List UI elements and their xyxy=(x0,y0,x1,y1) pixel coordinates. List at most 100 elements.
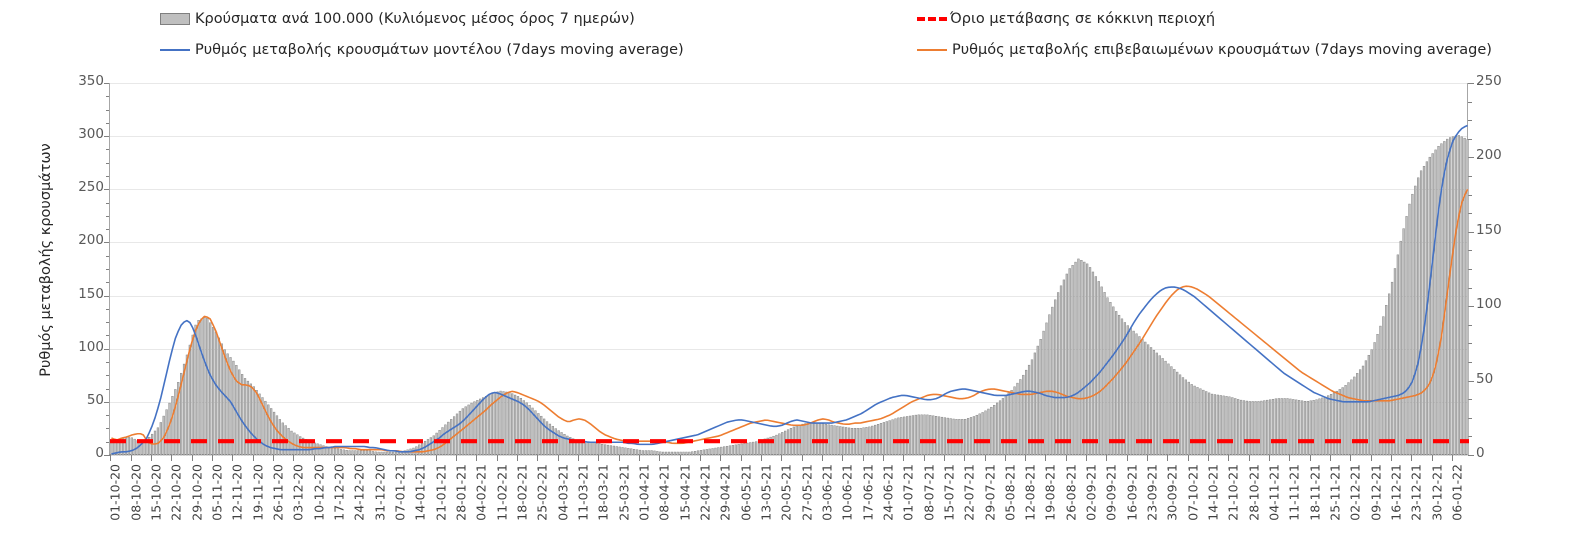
bar xyxy=(542,418,546,456)
x-tick-label: 18-02-21 xyxy=(514,464,530,521)
x-tick-label: 22-04-21 xyxy=(697,464,713,521)
x-tick-label: 10-06-21 xyxy=(839,464,855,521)
bar xyxy=(1117,314,1121,456)
bar xyxy=(391,451,395,456)
bar xyxy=(836,425,839,456)
bar xyxy=(717,447,720,456)
bar xyxy=(174,389,177,456)
bar xyxy=(633,448,636,456)
bar xyxy=(537,413,540,456)
bar xyxy=(214,331,218,456)
bar xyxy=(905,416,909,456)
bar xyxy=(656,451,659,456)
legend-item-cases-bars[interactable]: Κρούσματα ανά 100.000 (Κυλιόμενος μέσος … xyxy=(160,12,635,27)
bar xyxy=(1094,276,1097,456)
bar xyxy=(1373,342,1376,456)
x-tick-mark xyxy=(1045,455,1047,461)
bar xyxy=(148,437,151,456)
bar xyxy=(981,412,984,456)
bar xyxy=(519,398,523,456)
bar xyxy=(389,451,392,456)
line-swatch-icon-orange xyxy=(917,49,947,52)
x-tick-label: 17-12-20 xyxy=(331,464,347,521)
chart-legend: Κρούσματα ανά 100.000 (Κυλιόμενος μέσος … xyxy=(0,0,1573,62)
y-tick-major-left xyxy=(104,136,110,138)
bar xyxy=(1289,398,1292,456)
bar xyxy=(1364,360,1368,456)
bar xyxy=(1437,146,1440,456)
x-tick-label: 03-06-21 xyxy=(819,464,835,521)
x-tick-label: 18-03-21 xyxy=(595,464,611,521)
bar xyxy=(182,363,186,456)
x-tick-mark xyxy=(740,455,742,461)
bar xyxy=(1242,400,1246,456)
x-tick-mark xyxy=(334,455,336,461)
bar xyxy=(606,444,610,456)
bar xyxy=(749,442,752,456)
bar xyxy=(1181,377,1185,456)
bar xyxy=(917,414,920,456)
bar xyxy=(1390,281,1394,456)
y-tick-minor-left xyxy=(106,282,110,284)
bar xyxy=(1007,392,1010,456)
y-axis-right-tick-labels: 0 50 100 150 200 250 xyxy=(1476,74,1520,459)
bar xyxy=(270,408,273,456)
bar xyxy=(1155,352,1158,456)
bar xyxy=(1196,387,1199,456)
y-axis-left-tick-labels: 0 50 100 150 200 250 300 350 xyxy=(62,74,104,459)
x-tick-mark xyxy=(842,455,844,461)
bar xyxy=(1341,387,1344,456)
x-tick-mark xyxy=(659,455,661,461)
bar xyxy=(1146,344,1150,456)
bar xyxy=(775,434,778,456)
bar xyxy=(1129,328,1132,456)
x-tick-mark xyxy=(1004,455,1006,461)
y-tick-minor-left xyxy=(106,202,110,204)
bar xyxy=(1283,398,1286,456)
y-tick-minor-right xyxy=(1468,399,1472,401)
bar xyxy=(1010,389,1013,456)
bar xyxy=(743,443,746,456)
x-tick-mark xyxy=(1147,455,1149,461)
bar xyxy=(1126,325,1129,456)
bar xyxy=(1030,359,1034,456)
y-tick-label-left: 300 xyxy=(78,126,104,143)
y-tick-minor-left xyxy=(106,255,110,257)
y-axis-left-tick-marks xyxy=(103,83,110,456)
bar xyxy=(1091,271,1095,456)
bar xyxy=(647,450,650,456)
bar xyxy=(728,445,732,456)
bar xyxy=(380,451,383,456)
bar xyxy=(1239,399,1243,456)
x-tick-label: 21-01-21 xyxy=(433,464,449,521)
x-tick-mark xyxy=(1248,455,1250,461)
bar xyxy=(296,434,299,456)
x-tick-label: 02-09-21 xyxy=(1083,464,1099,521)
x-tick-label: 27-05-21 xyxy=(799,464,815,521)
bar xyxy=(360,450,363,456)
y-tick-minor-left xyxy=(106,362,110,363)
bar xyxy=(815,422,819,456)
bar xyxy=(804,423,807,456)
bar xyxy=(246,380,250,456)
bar xyxy=(595,443,598,456)
bar xyxy=(130,437,133,456)
bar xyxy=(1268,399,1272,456)
bar xyxy=(188,344,191,456)
bar xyxy=(1088,267,1092,456)
legend-item-threshold[interactable]: Όριο μετάβασης σε κόκκινη περιοχή xyxy=(917,12,1215,27)
x-tick-label: 22-10-20 xyxy=(168,464,184,521)
bar xyxy=(1123,322,1127,456)
bar xyxy=(177,382,180,456)
bar xyxy=(813,422,816,456)
bar xyxy=(1068,268,1071,456)
legend-item-model-rate[interactable]: Ρυθμός μεταβολής κρουσμάτων μοντέλου (7d… xyxy=(160,43,684,58)
x-tick-label: 28-10-21 xyxy=(1246,464,1262,521)
bar xyxy=(1080,259,1083,456)
bar xyxy=(952,418,955,456)
bar xyxy=(885,421,888,456)
bar xyxy=(583,441,586,456)
bar xyxy=(371,451,374,456)
legend-item-confirmed-rate[interactable]: Ρυθμός μεταβολής επιβεβαιωμένων κρουσμάτ… xyxy=(917,43,1492,58)
x-axis-tick-marks xyxy=(109,455,1468,463)
